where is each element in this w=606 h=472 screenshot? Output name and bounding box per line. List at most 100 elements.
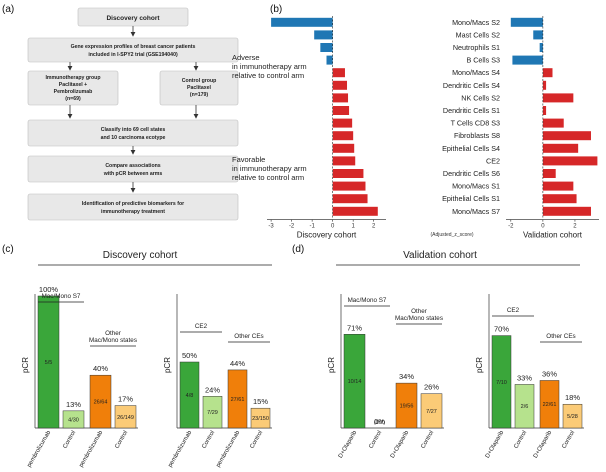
box-immuno-line1: Immunotherapy group (45, 75, 100, 81)
discovery-bar (332, 169, 364, 178)
discovery-mac-mono-chart: pCR 100% 5/5 pembrolizumab 13% 4/30 Control 40%… (21, 285, 138, 469)
discovery-bar (332, 206, 378, 216)
validation-bar (512, 55, 543, 65)
pcr-percent-label: 24% (205, 385, 220, 394)
pcr-category-label: pembrolizumab (79, 429, 105, 468)
pcr-percent-label: 100% (39, 285, 59, 294)
group2-label: Other CEs (546, 333, 575, 340)
discovery-ce-chart: pCR 50% 4/8 pembrolizumab 24% 7/29 Control 44% 2… (163, 294, 272, 469)
validation-bar (542, 206, 591, 216)
box-immuno-line2: Paclitaxel + (59, 82, 87, 88)
pcr-percent-label: 71% (347, 323, 362, 332)
pcr-category-label: Control (201, 430, 216, 450)
box-control-line1: Control group (182, 78, 217, 84)
box-identify-line1: Identification of predictive biomarkers … (82, 201, 184, 207)
discovery-tick-label: 2 (372, 224, 376, 230)
discovery-bar (332, 156, 356, 166)
cell-state-label: Mono/Macs S4 (452, 68, 500, 77)
box-immuno-line4: (n=69) (65, 96, 81, 102)
pcr-count-label: 4/8 (186, 393, 194, 399)
pcr-category-label: Control (513, 430, 528, 450)
pcr-category-label: Control (114, 430, 129, 450)
box-classify-line2: and 10 carcinoma ecotype (101, 135, 166, 141)
discovery-bar (314, 30, 333, 40)
pcr-bar (514, 384, 535, 429)
pcr-count-label: 26/149 (117, 415, 134, 421)
pcr-count-label: 4/30 (68, 417, 79, 423)
cell-state-label: CE2 (486, 156, 500, 165)
discovery-bar (271, 17, 333, 27)
discovery-bar (332, 106, 350, 115)
box-discovery-cohort: Discovery cohort (77, 7, 189, 27)
panel-b-label: (b) (270, 4, 282, 15)
group2-label: Other CEs (234, 333, 263, 340)
adverse-line3: relative to control arm (232, 71, 304, 80)
validation-bar (542, 80, 547, 90)
box-identify-line2: immunotherapy treatment (101, 209, 165, 215)
cell-state-label: Dendritic Cells S6 (443, 169, 500, 178)
cell-state-label: Epithelial Cells S1 (442, 194, 500, 203)
pcr-category-label: Control (249, 430, 264, 450)
discovery-bar (320, 43, 333, 52)
pcr-count-label: 23/150 (252, 416, 269, 422)
pcr-count-label: 10/14 (348, 379, 362, 385)
box-profiles-line1: Gene expression profiles of breast cance… (71, 44, 196, 50)
box-immunotherapy-group: Immunotherapy group Paclitaxel + Pembrol… (27, 70, 119, 106)
pcr-count-label: 5/5 (45, 360, 53, 366)
cell-state-label: B Cells S3 (466, 56, 500, 65)
group1-label: CE2 (507, 307, 520, 314)
pcr-count-label: 22/61 (543, 402, 557, 408)
box-identify: Identification of predictive biomarkers … (27, 193, 239, 221)
group1-label: Mac/Mono S7 (348, 297, 387, 304)
discovery-bar (332, 194, 368, 204)
panel-d-title: Validation cohort (403, 250, 477, 261)
validation-tick-label: -2 (508, 224, 514, 230)
validation-bar (539, 43, 543, 52)
pcr-bar (491, 335, 512, 429)
validation-bar (533, 30, 543, 40)
pcr-axis-label: pCR (163, 357, 172, 373)
cell-state-label: Epithelial Cells S4 (442, 144, 500, 153)
pcr-percent-label: 44% (230, 359, 245, 368)
cell-state-labels: Mono/Macs S2 Mast Cells S2 Neutrophils S1 B… (442, 18, 500, 216)
pcr-category-label: Control (62, 430, 77, 450)
pcr-bar (539, 380, 560, 429)
pcr-percent-label: 26% (424, 383, 439, 392)
pcr-bar (37, 295, 60, 429)
cell-state-label: Mono/Macs S7 (452, 207, 500, 216)
pcr-category-label: D+Olaparib (338, 429, 359, 459)
cell-state-label: Mono/Macs S1 (452, 182, 500, 191)
discovery-bar (326, 55, 333, 65)
pcr-bar (227, 369, 248, 429)
validation-bar (542, 156, 598, 166)
validation-bar (542, 194, 577, 204)
pcr-count-label: 5/28 (567, 414, 578, 420)
pcr-percent-label: 34% (399, 372, 414, 381)
box-control-group: Control group Paclitaxel (n=179) (159, 70, 239, 106)
pcr-percent-label: 50% (182, 351, 197, 360)
axis-note: (Adjusted_z_score) (430, 232, 473, 238)
box-classify: Classify into 69 cell states and 10 carc… (27, 119, 239, 147)
panel-d-label: (d) (292, 244, 304, 255)
pcr-percent-label: 13% (66, 400, 81, 409)
pcr-count-label: 19/56 (400, 404, 414, 410)
discovery-bar (332, 131, 354, 141)
pcr-axis-label: pCR (21, 357, 30, 373)
group2-label-line1: Other (411, 308, 427, 315)
group2-label-line1: Other (105, 330, 121, 337)
discovery-axis-title: Discovery cohort (297, 231, 357, 240)
discovery-bar (332, 68, 345, 78)
cell-state-label: T Cells CD8 S3 (451, 119, 500, 128)
discovery-tick-label: -1 (309, 224, 315, 230)
cell-state-label: Mast Cells S2 (456, 30, 500, 39)
pcr-category-label: D+Olaparib (390, 429, 411, 459)
pcr-bar (62, 410, 85, 429)
box-control-line3: (n=179) (190, 92, 209, 98)
pcr-percent-label: 15% (253, 397, 268, 406)
pcr-axis-label: pCR (327, 357, 336, 373)
discovery-bar (332, 80, 348, 90)
validation-bar (510, 17, 543, 27)
validation-mac-mono-chart: pCR 71% 10/14 D+Olaparib 0%(0/7) Control 34% 19… (327, 294, 444, 459)
validation-bar (542, 106, 547, 115)
